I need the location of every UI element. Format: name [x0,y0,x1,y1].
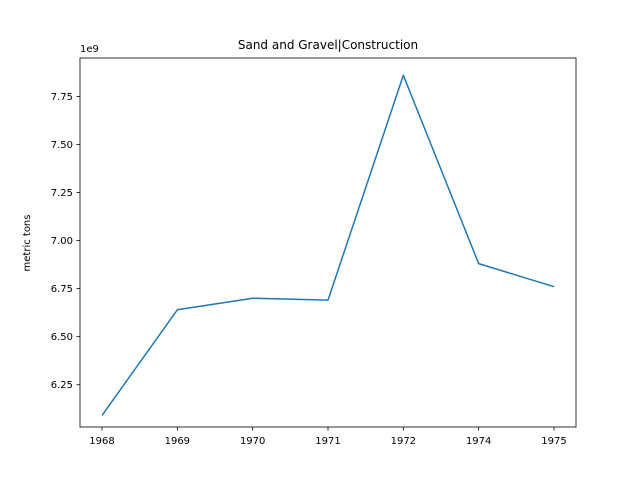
x-tick-label: 1974 [466,436,491,447]
y-offset-label: 1e9 [80,44,99,55]
y-tick-label: 7.75 [51,92,73,103]
series-layer [101,74,555,416]
x-tick-label: 1971 [315,436,340,447]
y-axis-label: metric tons [22,215,33,272]
chart-title: Sand and Gravel|Construction [238,38,418,52]
x-tick-label: 1968 [89,436,114,447]
y-tick-label: 6.75 [51,284,73,295]
y-tick-label: 6.25 [51,380,73,391]
y-tick-label: 7.50 [51,140,73,151]
x-tick-label: 1972 [391,436,416,447]
y-axis: 6.25 6.50 6.75 7.00 7.25 7.50 7.75 [51,92,80,391]
y-tick-label: 7.00 [51,236,73,247]
y-tick-label: 7.25 [51,188,73,199]
x-tick-label: 1975 [541,436,566,447]
x-axis: 1968 1969 1970 1971 1972 1974 1975 [89,427,567,447]
x-tick-label: 1970 [240,436,265,447]
x-tick-label: 1969 [165,436,190,447]
plot-frame [79,57,577,428]
series-line [101,74,555,416]
y-tick-label: 6.50 [51,332,73,343]
